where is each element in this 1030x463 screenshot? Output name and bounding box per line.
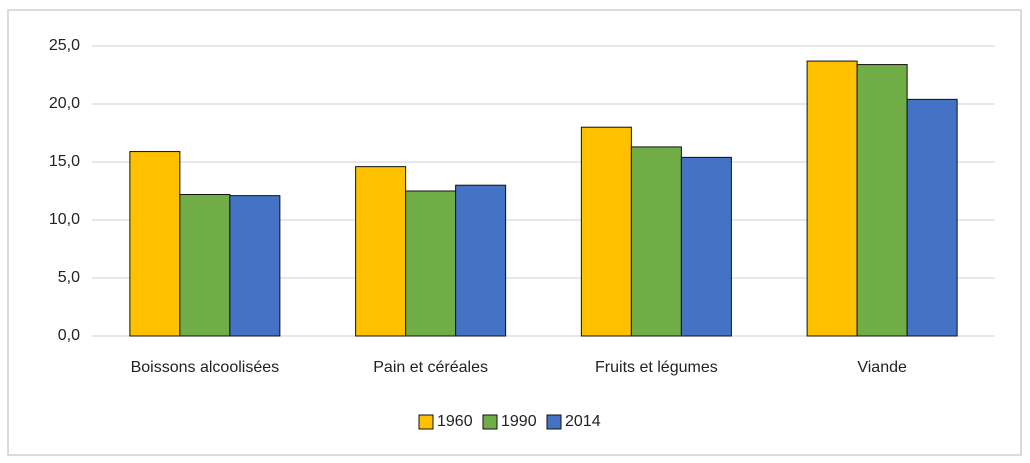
y-tick-label: 5,0	[58, 269, 80, 286]
bar	[179, 193, 231, 337]
bar	[455, 184, 507, 337]
bar	[906, 98, 958, 337]
legend-swatch	[546, 414, 562, 430]
bar	[405, 190, 457, 337]
bar	[129, 151, 181, 337]
bar	[856, 64, 908, 337]
y-tick-label: 15,0	[49, 153, 80, 170]
bar	[355, 166, 407, 337]
legend-swatch	[418, 414, 434, 430]
legend-label: 1960	[437, 413, 473, 430]
legend-swatch	[482, 414, 498, 430]
bar	[630, 146, 682, 337]
x-tick-label: Pain et céréales	[373, 359, 488, 376]
x-tick-label: Viande	[857, 359, 907, 376]
x-tick-label: Fruits et légumes	[595, 359, 718, 376]
legend-label: 2014	[565, 413, 601, 430]
bar	[680, 156, 732, 337]
y-tick-label: 25,0	[49, 37, 80, 54]
x-tick-label: Boissons alcoolisées	[131, 359, 280, 376]
y-tick-label: 0,0	[58, 327, 80, 344]
y-tick-label: 20,0	[49, 95, 80, 112]
legend-label: 1990	[501, 413, 537, 430]
bar	[229, 195, 281, 337]
bar	[580, 126, 632, 337]
bar	[806, 60, 858, 337]
y-tick-label: 10,0	[49, 211, 80, 228]
